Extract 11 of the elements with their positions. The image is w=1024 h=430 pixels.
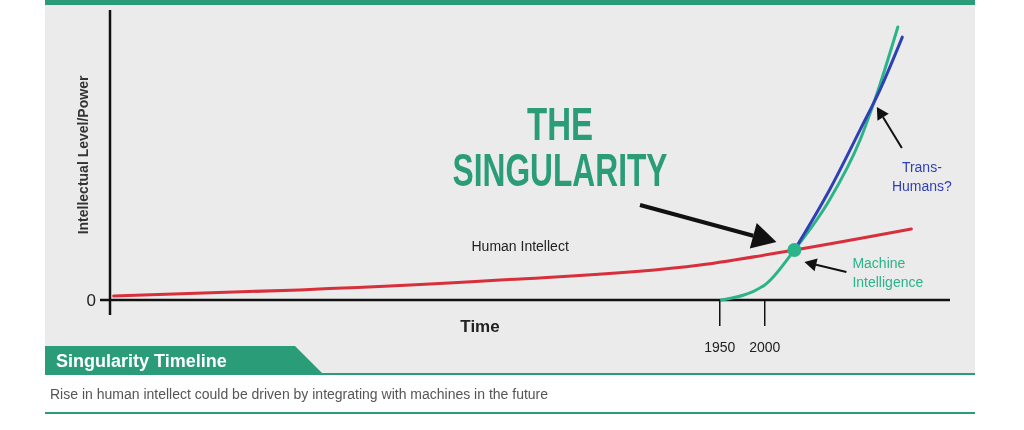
series-label: Human Intellect xyxy=(471,237,569,254)
text: 0 xyxy=(86,291,96,310)
annotation: THE SINGULARITY xyxy=(452,98,765,196)
x-tick-label: 2000 xyxy=(749,339,781,355)
text: Machine Intelligence xyxy=(852,255,924,291)
text: Singularity Timeline xyxy=(56,351,227,371)
x-axis-title: Time xyxy=(460,317,500,336)
y-axis-title: Intellectual Level/Power xyxy=(75,75,91,235)
x-tick-label: 1950 xyxy=(704,339,736,355)
text: Trans-Humans? xyxy=(891,159,953,195)
text: Rise in human intellect could be driven by integrating with machines in the future xyxy=(50,386,549,402)
